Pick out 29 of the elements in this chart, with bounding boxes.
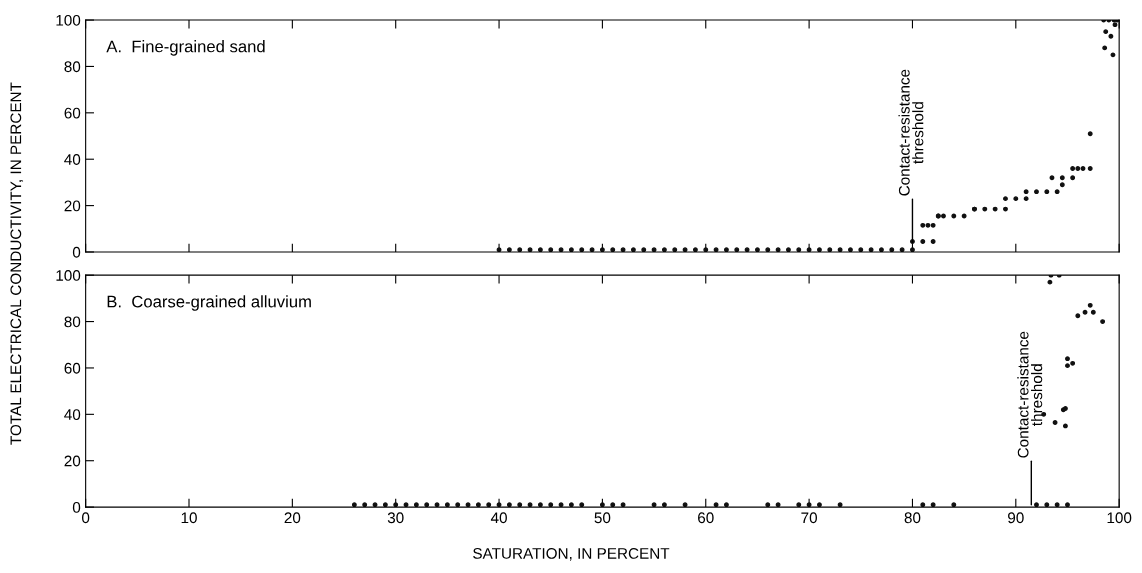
y-axis-title: TOTAL ELECTRICAL CONDUCTIVITY, IN PERCENT	[10, 82, 24, 445]
y-tick-label: 100	[56, 14, 81, 26]
x-tick-label: 50	[594, 512, 611, 524]
x-tick-label: 60	[698, 512, 714, 524]
x-tick-label: 0	[82, 512, 90, 524]
annotation: Contact-resistance threshold	[1017, 331, 1043, 458]
x-axis-title: SATURATION, IN PERCENT	[473, 548, 670, 561]
x-tick-label: 10	[181, 512, 197, 524]
y-tick-label: 40	[64, 409, 81, 421]
y-tick-label: 0	[72, 246, 81, 258]
x-tick-label: 80	[904, 512, 921, 524]
y-tick-label: 80	[64, 316, 81, 328]
x-tick-label: 20	[284, 512, 301, 524]
y-tick-label: 60	[64, 107, 81, 119]
y-tick-label: 60	[64, 362, 81, 374]
x-tick-label: 90	[1008, 512, 1024, 524]
y-tick-label: 20	[64, 455, 81, 467]
y-tick-label: 40	[64, 154, 81, 165]
text: B. Coarse-grained alluvium	[107, 295, 311, 311]
y-tick-label: 0	[72, 501, 81, 513]
y-tick-label: 100	[56, 270, 81, 281]
x-tick-label: 40	[490, 512, 507, 524]
x-tick-label: 70	[801, 512, 818, 524]
y-tick-label: 80	[64, 61, 81, 73]
x-tick-label: 100	[1107, 512, 1132, 524]
y-tick-label: 20	[64, 200, 81, 212]
x-tick-label: 30	[387, 512, 404, 524]
annotation: Contact-resistance threshold	[898, 69, 924, 196]
text: A. Fine-grained sand	[106, 40, 265, 56]
